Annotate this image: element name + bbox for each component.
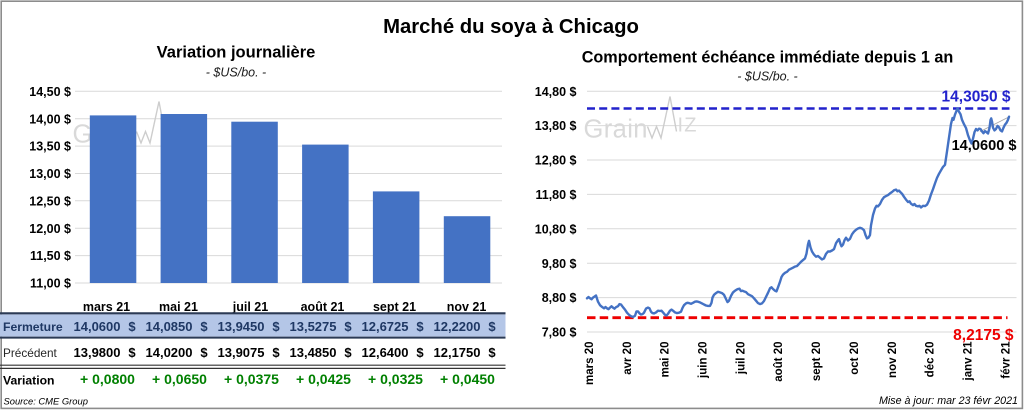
svg-text:14,0850: 14,0850 bbox=[146, 319, 193, 334]
svg-text:14,50 $: 14,50 $ bbox=[29, 85, 71, 99]
svg-text:sept 21: sept 21 bbox=[373, 300, 416, 314]
svg-text:juin 20: juin 20 bbox=[698, 342, 710, 379]
svg-text:Grain: Grain bbox=[584, 115, 648, 143]
svg-text:$: $ bbox=[128, 345, 136, 360]
svg-text:+ 0,0650: + 0,0650 bbox=[152, 371, 207, 387]
svg-text:- $US/bo. -: - $US/bo. - bbox=[206, 66, 266, 80]
svg-text:Mise à jour: mar 23 févr 2021: Mise à jour: mar 23 févr 2021 bbox=[879, 395, 1018, 407]
svg-text:févr 21: févr 21 bbox=[1000, 341, 1012, 379]
svg-text:Précédent: Précédent bbox=[3, 346, 57, 360]
svg-text:14,3050 $: 14,3050 $ bbox=[942, 89, 1011, 106]
svg-text:12,80 $: 12,80 $ bbox=[535, 154, 577, 168]
svg-text:11,50 $: 11,50 $ bbox=[30, 249, 71, 263]
svg-text:9,80 $: 9,80 $ bbox=[542, 257, 577, 271]
svg-text:mars 20: mars 20 bbox=[584, 342, 596, 385]
svg-text:Variation journalière: Variation journalière bbox=[157, 44, 316, 62]
svg-text:14,0600: 14,0600 bbox=[74, 319, 121, 334]
svg-text:+ 0,0800: + 0,0800 bbox=[80, 371, 135, 387]
svg-text:$: $ bbox=[200, 319, 208, 334]
svg-text:10,80 $: 10,80 $ bbox=[535, 222, 577, 236]
svg-text:$: $ bbox=[488, 319, 496, 334]
svg-text:12,50 $: 12,50 $ bbox=[29, 194, 71, 208]
svg-text:13,80 $: 13,80 $ bbox=[535, 119, 577, 133]
svg-text:janv 21: janv 21 bbox=[963, 341, 975, 382]
svg-text:août 21: août 21 bbox=[301, 300, 345, 314]
svg-text:$: $ bbox=[272, 345, 280, 360]
svg-text:13,4850: 13,4850 bbox=[290, 345, 337, 360]
svg-text:$: $ bbox=[344, 345, 352, 360]
svg-text:Source: CME Group: Source: CME Group bbox=[4, 395, 88, 406]
svg-text:$: $ bbox=[416, 345, 424, 360]
svg-text:13,5275: 13,5275 bbox=[290, 319, 337, 334]
svg-text:13,00 $: 13,00 $ bbox=[29, 167, 71, 181]
svg-text:12,6725: 12,6725 bbox=[362, 319, 409, 334]
svg-text:$: $ bbox=[416, 319, 424, 334]
svg-text:+ 0,0425: + 0,0425 bbox=[296, 371, 351, 387]
svg-text:12,6400: 12,6400 bbox=[362, 345, 409, 360]
svg-text:oct 20: oct 20 bbox=[849, 342, 861, 375]
svg-text:12,1750: 12,1750 bbox=[434, 345, 481, 360]
svg-text:sept 20: sept 20 bbox=[811, 342, 823, 382]
svg-text:14,0600 $: 14,0600 $ bbox=[952, 138, 1017, 154]
svg-text:8,2175 $: 8,2175 $ bbox=[953, 327, 1014, 344]
svg-text:Variation: Variation bbox=[3, 374, 54, 388]
svg-text:août 20: août 20 bbox=[773, 342, 785, 382]
svg-text:nov 21: nov 21 bbox=[447, 300, 487, 314]
svg-text:14,80 $: 14,80 $ bbox=[535, 85, 577, 99]
svg-text:$: $ bbox=[272, 319, 280, 334]
svg-text:déc 20: déc 20 bbox=[925, 342, 937, 378]
svg-text:Comportement échéance immédi: Comportement échéance immédiate depuis 1… bbox=[582, 49, 954, 67]
svg-text:11,00 $: 11,00 $ bbox=[30, 277, 71, 291]
svg-text:12,2200: 12,2200 bbox=[434, 319, 481, 334]
svg-text:7,80 $: 7,80 $ bbox=[542, 326, 577, 340]
svg-text:14,00 $: 14,00 $ bbox=[29, 112, 71, 126]
svg-text:+ 0,0325: + 0,0325 bbox=[368, 371, 423, 387]
svg-text:juil 20: juil 20 bbox=[735, 342, 747, 376]
svg-text:$: $ bbox=[128, 319, 136, 334]
svg-text:8,80 $: 8,80 $ bbox=[542, 291, 577, 305]
svg-text:11,80 $: 11,80 $ bbox=[535, 188, 576, 202]
svg-text:12,00 $: 12,00 $ bbox=[29, 222, 71, 236]
svg-text:- $US/bo. -: - $US/bo. - bbox=[737, 70, 797, 84]
svg-text:nov 20: nov 20 bbox=[887, 342, 899, 378]
svg-text:14,0200: 14,0200 bbox=[146, 345, 193, 360]
svg-text:13,9450: 13,9450 bbox=[218, 319, 265, 334]
svg-text:mars 21: mars 21 bbox=[83, 300, 130, 314]
svg-text:$: $ bbox=[200, 345, 208, 360]
svg-text:$: $ bbox=[344, 319, 352, 334]
svg-text:mai 21: mai 21 bbox=[159, 300, 198, 314]
svg-text:IZ: IZ bbox=[678, 115, 698, 137]
svg-text:13,50 $: 13,50 $ bbox=[29, 140, 71, 154]
svg-text:+ 0,0375: + 0,0375 bbox=[224, 371, 279, 387]
svg-text:Marché du soya à Chicago: Marché du soya à Chicago bbox=[383, 16, 639, 38]
svg-text:$: $ bbox=[488, 345, 496, 360]
svg-text:mai 20: mai 20 bbox=[660, 342, 672, 378]
svg-text:13,9075: 13,9075 bbox=[218, 345, 265, 360]
svg-text:juil 21: juil 21 bbox=[232, 300, 268, 314]
svg-text:Fermeture: Fermeture bbox=[3, 320, 63, 334]
svg-text:avr 20: avr 20 bbox=[622, 342, 634, 375]
svg-text:13,9800: 13,9800 bbox=[74, 345, 121, 360]
svg-text:+ 0,0450: + 0,0450 bbox=[440, 371, 495, 387]
